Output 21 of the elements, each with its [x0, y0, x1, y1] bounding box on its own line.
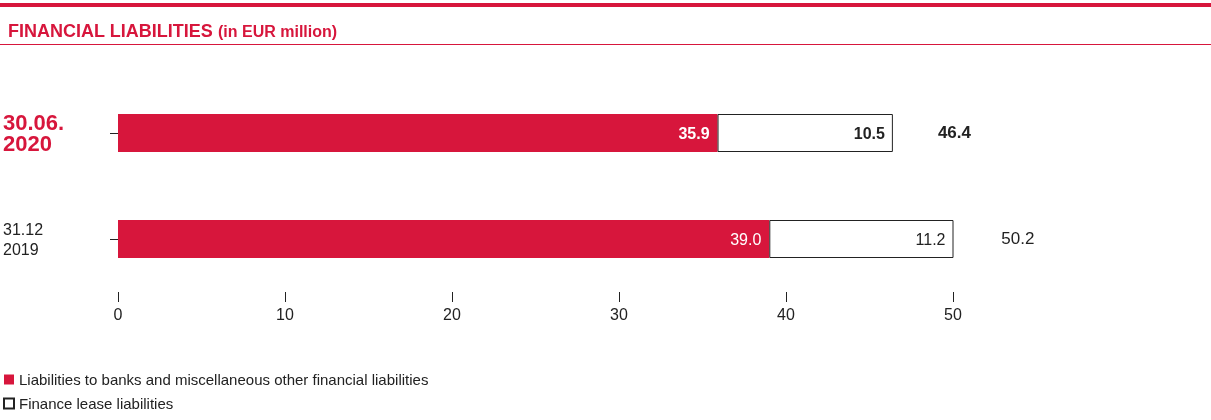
- x-tick-label: 50: [944, 305, 962, 323]
- data-label: 35.9: [678, 124, 710, 142]
- data-label: 11.2: [915, 230, 946, 248]
- legend-label: Liabilities to banks and miscellaneous other financial liabilities: [19, 371, 429, 388]
- bar: [717, 114, 893, 152]
- x-tick-label: 40: [777, 305, 795, 323]
- y-tick-label: 31.12 2019: [3, 220, 44, 258]
- x-tick-label: 10: [276, 305, 294, 323]
- y-tick-label: 30.06. 2020: [3, 110, 65, 156]
- x-tick-label: 30: [610, 305, 628, 323]
- data-label: 10.5: [853, 124, 885, 142]
- chart-subtitle: (in EUR million): [217, 22, 338, 40]
- data-label: 39.0: [730, 230, 762, 248]
- total-label: 50.2: [1001, 229, 1035, 248]
- bar: [118, 220, 770, 258]
- legend-label: Finance lease liabilities: [19, 395, 174, 412]
- x-tick-label: 20: [443, 305, 461, 323]
- bar: [118, 114, 718, 152]
- total-label: 46.4: [937, 123, 972, 142]
- x-tick-label: 0: [113, 305, 123, 323]
- chart-title: FINANCIAL LIABILITIES: [8, 21, 213, 41]
